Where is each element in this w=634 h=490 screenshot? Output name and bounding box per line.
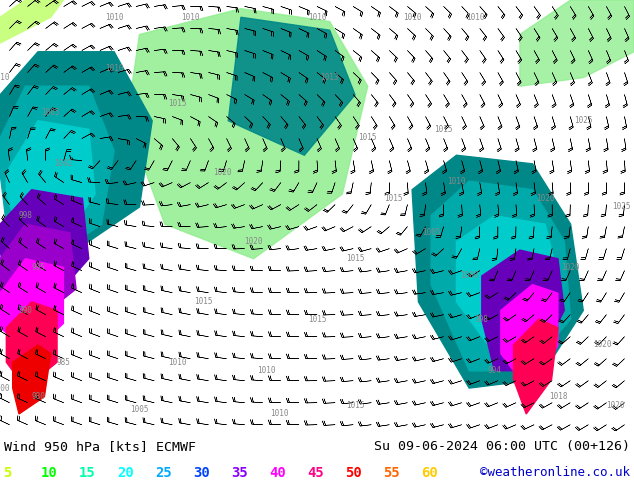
Polygon shape — [501, 285, 558, 397]
Text: 1005: 1005 — [130, 405, 149, 414]
Polygon shape — [0, 259, 63, 354]
Text: Su 09-06-2024 06:00 UTC (00+126): Su 09-06-2024 06:00 UTC (00+126) — [374, 440, 630, 453]
Text: 998: 998 — [475, 315, 489, 323]
Text: 1020: 1020 — [561, 263, 580, 272]
Text: 1015: 1015 — [168, 99, 187, 108]
Text: 1010: 1010 — [0, 73, 10, 82]
Text: 35: 35 — [231, 466, 248, 480]
Text: 1010: 1010 — [181, 13, 200, 22]
Text: 995: 995 — [31, 263, 45, 272]
Text: 5: 5 — [3, 466, 11, 480]
Text: 1015: 1015 — [307, 315, 327, 323]
Text: 980: 980 — [31, 392, 45, 401]
Polygon shape — [127, 9, 368, 259]
Polygon shape — [482, 250, 564, 371]
Text: 1010: 1010 — [447, 176, 466, 186]
Polygon shape — [6, 121, 95, 242]
Text: 1013: 1013 — [320, 73, 339, 82]
Text: 994: 994 — [488, 367, 501, 375]
Text: 1025: 1025 — [612, 202, 631, 212]
Polygon shape — [0, 224, 76, 319]
Text: 1018: 1018 — [548, 392, 567, 401]
Text: 1020: 1020 — [244, 237, 263, 246]
Text: 1020: 1020 — [605, 401, 624, 410]
Text: 1005: 1005 — [422, 228, 441, 237]
Polygon shape — [0, 52, 152, 250]
Polygon shape — [0, 86, 114, 259]
Text: 1002: 1002 — [54, 159, 73, 169]
Polygon shape — [514, 319, 558, 414]
Text: ©weatheronline.co.uk: ©weatheronline.co.uk — [480, 466, 630, 479]
Text: 1015: 1015 — [346, 254, 365, 263]
Text: 1000: 1000 — [460, 271, 479, 280]
Text: 30: 30 — [193, 466, 210, 480]
Text: 1010: 1010 — [307, 13, 327, 22]
Text: 1010: 1010 — [269, 410, 288, 418]
Text: 1015: 1015 — [434, 125, 453, 134]
Text: 1020: 1020 — [536, 194, 555, 203]
Text: 998: 998 — [18, 211, 32, 220]
Polygon shape — [6, 302, 57, 388]
Text: 1015: 1015 — [384, 194, 403, 203]
Text: 1020: 1020 — [212, 168, 231, 177]
Text: 990: 990 — [18, 306, 32, 315]
Text: 10: 10 — [41, 466, 58, 480]
Text: 60: 60 — [421, 466, 437, 480]
Text: 1015: 1015 — [193, 297, 212, 306]
Text: Wind 950 hPa [kts] ECMWF: Wind 950 hPa [kts] ECMWF — [4, 440, 196, 453]
Polygon shape — [456, 216, 558, 354]
Text: 1010: 1010 — [257, 367, 276, 375]
Polygon shape — [13, 345, 51, 414]
Text: 40: 40 — [269, 466, 286, 480]
Polygon shape — [228, 17, 355, 155]
Text: 50: 50 — [345, 466, 362, 480]
Text: 1010: 1010 — [403, 13, 422, 22]
Polygon shape — [0, 0, 63, 43]
Text: 985: 985 — [56, 358, 70, 367]
Text: 1015: 1015 — [358, 133, 377, 143]
Polygon shape — [412, 155, 583, 388]
Text: 55: 55 — [383, 466, 400, 480]
Text: 1020: 1020 — [593, 341, 612, 349]
Text: 1025: 1025 — [574, 116, 593, 125]
Text: 25: 25 — [155, 466, 172, 480]
Polygon shape — [520, 0, 634, 86]
Text: 1000: 1000 — [0, 384, 10, 392]
Text: 1015: 1015 — [346, 401, 365, 410]
Text: 1010: 1010 — [105, 13, 124, 22]
Text: 1010: 1010 — [168, 358, 187, 367]
Text: 1005: 1005 — [41, 108, 60, 117]
Polygon shape — [0, 190, 89, 302]
Text: 20: 20 — [117, 466, 134, 480]
Text: 15: 15 — [79, 466, 96, 480]
Text: 1010: 1010 — [466, 13, 485, 22]
Text: 45: 45 — [307, 466, 324, 480]
Polygon shape — [431, 181, 571, 371]
Text: 1010: 1010 — [105, 65, 124, 74]
